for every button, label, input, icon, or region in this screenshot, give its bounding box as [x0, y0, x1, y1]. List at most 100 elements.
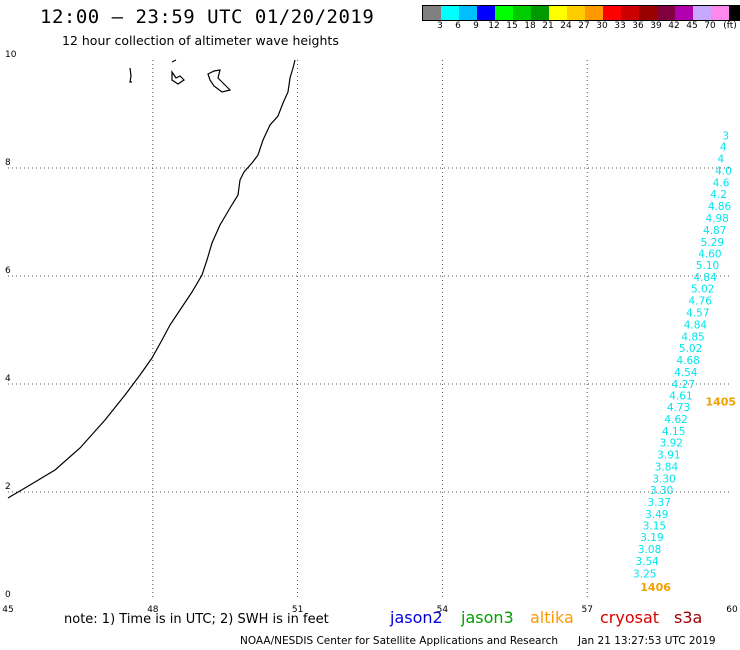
colorbar-swatch [441, 6, 459, 20]
swh-value-label: 4.68 [676, 355, 699, 367]
colorbar-label: 3 [437, 21, 443, 31]
swh-value-label: 4 [720, 142, 727, 154]
colorbar-swatch [531, 6, 549, 20]
x-tick-label: 48 [147, 605, 159, 615]
colorbar-swatch [567, 6, 585, 20]
swh-value-label: 3.08 [638, 544, 661, 556]
x-tick-label: 57 [581, 605, 592, 615]
swh-value-label: 4.15 [662, 426, 685, 438]
colorbar-label: 24 [560, 21, 572, 31]
colorbar-swatch [585, 6, 603, 20]
x-tick-label: 54 [437, 605, 449, 615]
swh-value-label: 3 [722, 130, 729, 142]
swh-value-label: 3.30 [652, 473, 675, 485]
swh-value-label: 4.2 [710, 189, 727, 201]
colorbar-labels: 3 6 9 12 15 18 21 24 27 30 33 36 39 42 45 70 (ft) [422, 21, 740, 33]
swh-value-label: 4.0 [715, 165, 732, 177]
swh-value-label: 3.37 [648, 497, 671, 509]
swh-value-label: 3.30 [650, 485, 673, 497]
colorbar-label: 21 [542, 21, 554, 31]
colorbar-swatch [423, 6, 441, 20]
swh-value-label: 4.60 [698, 249, 721, 261]
colorbar-swatch [657, 6, 675, 20]
swh-value-label: 4.86 [708, 201, 732, 213]
colorbar-label: (ft) [723, 21, 737, 31]
swh-value-label: 4.98 [705, 213, 728, 225]
colorbar-swatch [693, 6, 711, 20]
swh-value-label: 5.02 [691, 284, 714, 296]
x-tick-label: 45 [2, 605, 13, 615]
swh-value-label: 4.27 [672, 379, 695, 391]
swh-value-label: 4.84 [684, 319, 708, 331]
colorbar-label: 12 [488, 21, 500, 31]
island-outline [207, 69, 232, 93]
swh-value-label: 4.54 [674, 367, 698, 379]
colorbar-label: 30 [596, 21, 608, 31]
x-tick-label: 51 [292, 605, 303, 615]
pass-time-label: 1406 [640, 581, 671, 594]
legend-cryosat: cryosat [600, 608, 660, 627]
colorbar-swatch [459, 6, 477, 20]
swh-value-label: 3.25 [633, 568, 656, 580]
y-tick-label: 10 [5, 50, 17, 60]
y-tick-label: 6 [5, 266, 11, 276]
island-outline [129, 67, 132, 83]
swh-value-label: 3.19 [640, 532, 663, 544]
colorbar-label: 6 [455, 21, 461, 31]
colorbar-label: 27 [578, 21, 590, 31]
colorbar-swatch [675, 6, 693, 20]
swh-value-label: 4.6 [713, 177, 730, 189]
colorbar-swatch [639, 6, 657, 20]
y-tick-label: 0 [5, 590, 11, 600]
swh-value-label: 5.02 [679, 343, 702, 355]
colorbar-swatch [729, 6, 740, 20]
colorbar-swatch [495, 6, 513, 20]
swh-value-label: 4.87 [703, 225, 726, 237]
legend-s3a: s3a [674, 608, 703, 627]
swh-value-label: 3.15 [643, 520, 666, 532]
colorbar-swatch [603, 6, 621, 20]
swh-value-label: 4.61 [669, 391, 692, 403]
swh-value-label: 4.76 [689, 296, 713, 308]
swh-value-label: 3.49 [645, 509, 668, 521]
swh-value-label: 3.84 [655, 461, 679, 473]
credit-line: NOAA/NESDIS Center for Satellite Applica… [240, 635, 558, 647]
colorbar-label: 42 [668, 21, 680, 31]
pass-time-label: 1405 [705, 396, 736, 409]
swh-value-label: 4.84 [693, 272, 717, 284]
map-subtitle: 12 hour collection of altimeter wave hei… [62, 33, 339, 48]
legend-altika: altika [530, 608, 574, 627]
island-outline [171, 59, 185, 85]
colorbar-swatch [477, 6, 495, 20]
generated-date: Jan 21 13:27:53 UTC 2019 [578, 635, 716, 647]
swh-value-label: 4 [718, 154, 725, 166]
colorbar-label: 70 [704, 21, 716, 31]
y-tick-label: 4 [5, 374, 11, 384]
coastline [7, 59, 296, 499]
colorbar-label: 36 [632, 21, 644, 31]
legend-jason3: jason3 [461, 608, 514, 627]
colorbar-swatch [513, 6, 531, 20]
x-tick-label: 60 [726, 605, 738, 615]
swh-value-label: 4.57 [686, 308, 709, 320]
swh-value-label: 5.29 [701, 237, 724, 249]
swh-value-label: 3.54 [635, 556, 659, 568]
swh-value-label: 5.10 [696, 260, 719, 272]
colorbar-label: 15 [506, 21, 518, 31]
footer-note: note: 1) Time is in UTC; 2) SWH is in fe… [64, 612, 329, 627]
colorbar-label: 18 [524, 21, 536, 31]
map-title: 12:00 — 23:59 UTC 01/20/2019 [40, 6, 375, 28]
colorbar-label: 33 [614, 21, 626, 31]
swh-value-label: 4.85 [681, 331, 704, 343]
y-tick-label: 2 [5, 482, 11, 492]
colorbar-swatch [549, 6, 567, 20]
swh-value-label: 4.73 [667, 402, 690, 414]
swh-value-label: 4.62 [664, 414, 687, 426]
colorbar-swatch [711, 6, 729, 20]
colorbar-swatch [621, 6, 639, 20]
colorbar-label: 9 [473, 21, 479, 31]
swh-value-label: 3.92 [660, 438, 683, 450]
swh-value-label: 3.91 [657, 450, 680, 462]
colorbar-label: 39 [650, 21, 662, 31]
